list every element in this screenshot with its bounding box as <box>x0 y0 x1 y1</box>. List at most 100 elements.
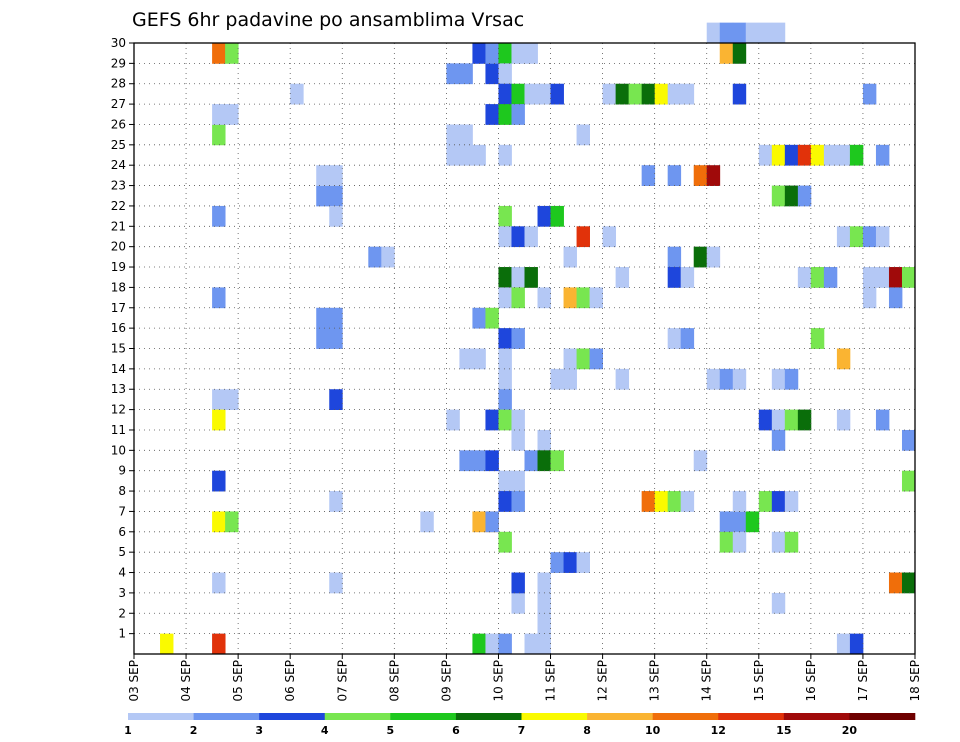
heatmap-cell <box>563 552 577 573</box>
heatmap-cell <box>498 328 512 349</box>
heatmap-cell <box>771 144 786 166</box>
heatmap-cell <box>576 226 590 248</box>
heatmap-cell <box>537 572 551 594</box>
heatmap-cell <box>901 470 916 492</box>
heatmap-cell <box>329 389 343 410</box>
heatmap-cell <box>862 267 877 288</box>
heatmap-cell <box>511 267 525 288</box>
heatmap-cell <box>771 185 786 207</box>
heatmap-cell <box>537 450 551 472</box>
heatmap-cell <box>459 450 473 472</box>
heatmap-cell <box>797 144 812 166</box>
heatmap-cell <box>511 572 525 594</box>
heatmap-cell <box>212 205 226 227</box>
x-tick-label: 15 SEP <box>752 660 766 702</box>
heatmap-cell <box>472 43 486 64</box>
heatmap-cell <box>316 165 330 186</box>
colorbar-label: 15 <box>776 724 791 737</box>
x-tick-label: 11 SEP <box>544 660 558 702</box>
heatmap-cell <box>706 368 721 390</box>
y-tick-label: 8 <box>118 484 126 498</box>
heatmap-cell <box>823 144 838 166</box>
heatmap-cell <box>550 205 564 227</box>
heatmap-cell <box>212 389 226 410</box>
x-tick-label: 16 SEP <box>804 660 818 702</box>
heatmap-cell <box>485 104 499 125</box>
heatmap-cell <box>498 348 512 370</box>
heatmap-cell <box>511 104 525 125</box>
heatmap-cell <box>524 83 538 105</box>
heatmap-cell <box>615 368 630 390</box>
colorbar-swatch <box>390 713 457 720</box>
y-tick-label: 19 <box>111 260 126 274</box>
colorbar-label: 5 <box>387 724 395 737</box>
y-tick-label: 2 <box>118 606 126 620</box>
y-tick-label: 12 <box>111 403 126 417</box>
heatmap-cell <box>901 429 916 451</box>
heatmap-cell <box>212 124 226 146</box>
y-tick-label: 6 <box>118 525 126 539</box>
colorbar-swatch <box>455 713 522 720</box>
heatmap-cell <box>459 63 473 85</box>
chart-title: GEFS 6hr padavine po ansamblima Vrsac <box>132 9 524 31</box>
heatmap-cell <box>576 124 590 146</box>
heatmap-cell <box>784 531 799 553</box>
heatmap-cell <box>212 572 226 594</box>
heatmap-cell <box>225 104 239 125</box>
colorbar-swatch <box>521 713 588 720</box>
heatmap-cell <box>563 287 577 309</box>
y-tick-label: 17 <box>111 301 126 315</box>
y-tick-label: 3 <box>118 586 126 600</box>
x-tick-label: 12 SEP <box>596 660 610 702</box>
heatmap-cell <box>563 246 577 268</box>
heatmap-cell <box>511 83 525 105</box>
heatmap-cell <box>498 104 512 125</box>
heatmap-cell <box>667 491 682 512</box>
heatmap-cell <box>329 307 343 329</box>
heatmap-cell <box>550 368 564 390</box>
heatmap-cell <box>745 22 760 44</box>
y-tick-label: 21 <box>111 219 126 233</box>
y-tick-label: 22 <box>111 199 126 213</box>
colorbar-label: 8 <box>583 724 591 737</box>
colorbar-label: 4 <box>321 724 329 737</box>
colorbar-swatch <box>259 713 326 720</box>
y-tick-label: 24 <box>111 158 126 172</box>
heatmap-cell <box>849 633 864 655</box>
y-tick-label: 20 <box>111 240 126 254</box>
heatmap-cell <box>459 348 473 370</box>
heatmap-cell <box>498 368 512 390</box>
heatmap-cell <box>498 43 512 64</box>
heatmap-cell <box>797 185 812 207</box>
y-tick-label: 9 <box>118 464 126 478</box>
heatmap-cell <box>888 572 903 594</box>
x-tick-label: 18 SEP <box>908 660 922 702</box>
heatmap-cell <box>862 83 877 105</box>
heatmap-cell <box>316 307 330 329</box>
heatmap-cell <box>368 246 382 268</box>
heatmap-cell <box>537 205 551 227</box>
heatmap-cell <box>498 63 512 85</box>
heatmap-cell <box>784 409 799 431</box>
y-tick-label: 18 <box>111 280 126 294</box>
heatmap-cell <box>836 633 851 655</box>
heatmap-cell <box>524 450 538 472</box>
heatmap-cell <box>537 429 551 451</box>
heatmap-cell <box>875 409 890 431</box>
y-tick-label: 16 <box>111 321 126 335</box>
heatmap-cell <box>212 409 226 431</box>
heatmap-cell <box>693 165 708 186</box>
heatmap-cell <box>732 83 747 105</box>
colorbar-swatch <box>849 713 916 720</box>
heatmap-cell <box>446 63 460 85</box>
heatmap-cell <box>511 470 525 492</box>
heatmap-cell <box>771 592 786 614</box>
heatmap-cell <box>771 409 786 431</box>
y-tick-label: 4 <box>118 566 126 580</box>
x-tick-label: 04 SEP <box>179 660 193 702</box>
heatmap-cell <box>316 185 330 207</box>
heatmap-cell <box>459 124 473 146</box>
heatmap-cell <box>537 633 551 655</box>
heatmap-cell <box>316 328 330 349</box>
heatmap-cells <box>160 22 916 655</box>
